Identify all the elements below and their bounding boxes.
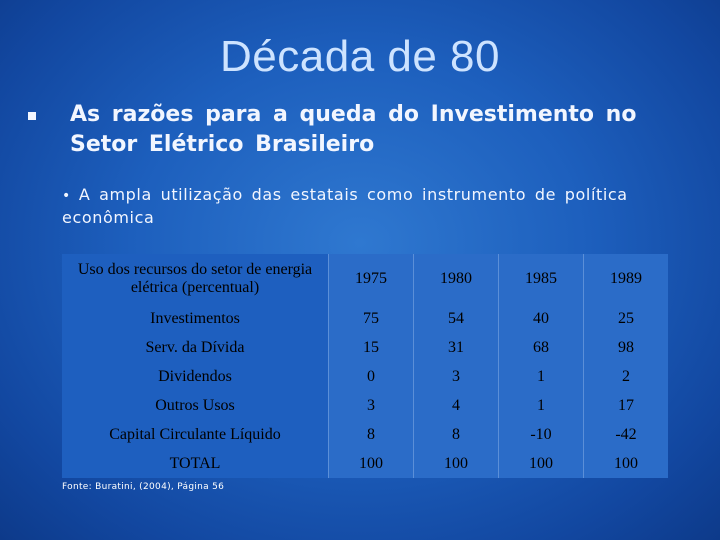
row-label: Investimentos [62,304,329,333]
table-cell: 25 [583,304,668,333]
square-bullet-icon [28,112,36,120]
table-cell: 100 [413,449,499,478]
resource-usage-table: Uso dos recursos do setor de energia elé… [62,254,668,478]
table-header-label: Uso dos recursos do setor de energia elé… [62,254,329,304]
table-cell: 0 [328,362,414,391]
table-cell: -42 [583,420,668,449]
row-label: TOTAL [62,449,329,478]
table-cell: 54 [413,304,499,333]
table-cell: 100 [328,449,414,478]
table-cell: 2 [583,362,668,391]
main-bullet: As razões para a queda do Investimento n… [28,100,708,160]
table-cell: 8 [328,420,414,449]
year-header: 1989 [583,254,668,304]
sub-bullet: • A ampla utilização das estatais como in… [62,184,682,229]
table-row: TOTAL 100 100 100 100 [62,449,668,478]
table-cell: 4 [413,391,499,420]
year-header: 1985 [498,254,584,304]
main-bullet-text: As razões para a queda do Investimento n… [70,102,637,157]
table-cell: 100 [498,449,584,478]
row-label: Capital Circulante Líquido [62,420,329,449]
table-cell: 8 [413,420,499,449]
table-row: Investimentos 75 54 40 25 [62,304,668,333]
row-label: Dividendos [62,362,329,391]
table-cell: 31 [413,333,499,362]
table-cell: 15 [328,333,414,362]
row-label: Serv. da Dívida [62,333,329,362]
year-header: 1980 [413,254,499,304]
table-cell: 98 [583,333,668,362]
table-cell: 1 [498,362,584,391]
source-citation: Fonte: Buratini, (2004), Página 56 [62,482,225,492]
table-row: Capital Circulante Líquido 8 8 -10 -42 [62,420,668,449]
table-row: Serv. da Dívida 15 31 68 98 [62,333,668,362]
sub-bullet-text: A ampla utilização das estatais como ins… [62,185,628,227]
dot-bullet-icon: • [62,188,71,204]
table-cell: -10 [498,420,584,449]
table-cell: 75 [328,304,414,333]
table-cell: 68 [498,333,584,362]
table-row: Dividendos 0 3 1 2 [62,362,668,391]
table-cell: 100 [583,449,668,478]
row-label: Outros Usos [62,391,329,420]
table-header-row: Uso dos recursos do setor de energia elé… [62,254,668,304]
table-cell: 3 [328,391,414,420]
year-header: 1975 [328,254,414,304]
table-cell: 3 [413,362,499,391]
table-row: Outros Usos 3 4 1 17 [62,391,668,420]
table-cell: 17 [583,391,668,420]
table-cell: 40 [498,304,584,333]
table-cell: 1 [498,391,584,420]
slide-title: Década de 80 [220,32,500,81]
